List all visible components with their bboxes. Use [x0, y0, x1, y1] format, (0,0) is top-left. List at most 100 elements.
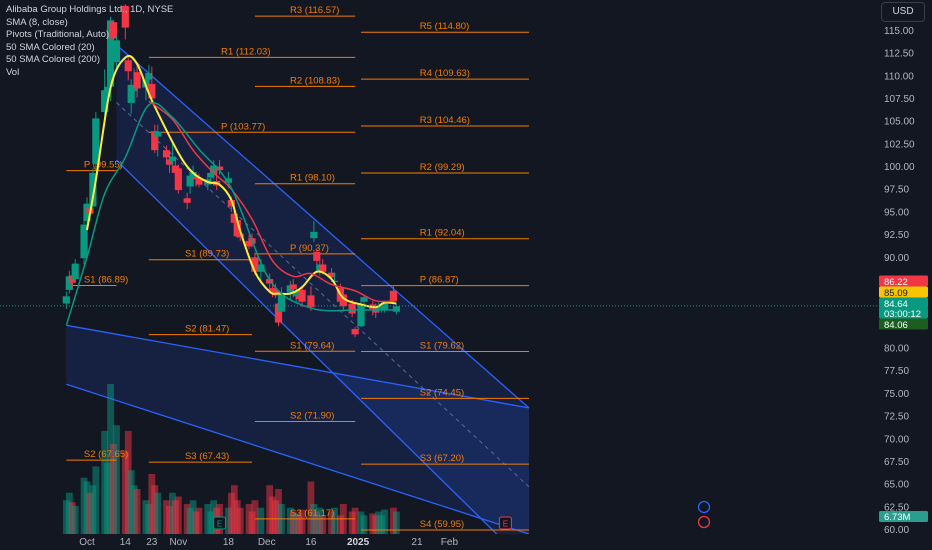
candle-body [271, 289, 280, 296]
time-tick-label: Dec [258, 537, 276, 548]
volume-bar [71, 505, 79, 534]
volume-badge-bg [879, 511, 928, 522]
candle-body [112, 40, 121, 63]
volume-bar [351, 507, 359, 534]
candle-body [174, 168, 182, 191]
pivot-label: R1 (112.03) [221, 46, 270, 57]
legend-title[interactable]: Alibaba Group Holdings Ltd., 1D, NYSE [6, 4, 174, 15]
pivot-label: R2 (99.29) [420, 162, 465, 173]
candle-body [251, 257, 259, 272]
candle-body [224, 178, 233, 183]
series-line-2 [65, 102, 397, 326]
candle-body [327, 272, 336, 278]
volume-bar [319, 515, 327, 534]
price-tick-label: 75.00 [884, 389, 909, 400]
downtrend-channel-mid [116, 102, 530, 488]
pivot-label: P (90.37) [290, 243, 329, 254]
pivot-label: R5 (114.80) [420, 21, 469, 32]
earnings-marker-box [498, 516, 512, 530]
candle-body [80, 224, 88, 259]
candle-body [71, 263, 79, 280]
volume-badge: 6.73M [879, 511, 928, 523]
price-tick-label: 72.50 [884, 412, 909, 423]
pivot-label: S3 (67.20) [420, 453, 464, 464]
add-event-icon [697, 500, 711, 514]
flash-event-icon [697, 515, 711, 529]
pivot-label: S2 (74.45) [420, 387, 464, 398]
candle-body [109, 22, 118, 39]
volume-bar [298, 509, 306, 534]
price-tick-label: 95.00 [884, 207, 909, 218]
legend-indicator-sma200[interactable]: 50 SMA Colored (200) [6, 54, 100, 65]
candle-body [257, 264, 265, 272]
legend-indicator-sma8[interactable]: SMA (8, close) [6, 16, 68, 28]
price-label-chip: 86.22 [879, 275, 928, 288]
earnings-marker-label: E [217, 520, 222, 529]
pivot-label: S2 (71.90) [290, 411, 334, 422]
candle-body [192, 177, 200, 180]
legend-indicator-sma20[interactable]: 50 SMA Colored (20) [6, 41, 95, 53]
price-label-bg [879, 297, 928, 309]
candle-body [319, 264, 327, 272]
pivot-label: P (86.87) [420, 275, 459, 286]
pivot-label: S1 (79.62) [420, 340, 464, 351]
candle-body [307, 295, 315, 308]
price-tick-label: 90.00 [884, 253, 909, 264]
pivot-label: S2 (67.65) [84, 449, 128, 460]
candle-body [233, 220, 241, 237]
volume-bar [236, 507, 244, 534]
wide-channel-lower [66, 383, 530, 534]
price-label-bg [879, 318, 928, 330]
candle-body [148, 83, 156, 99]
candle-body [189, 171, 197, 180]
candle-body [392, 306, 400, 312]
price-label-chip: 84.06 [879, 318, 928, 331]
candle-body [133, 72, 141, 89]
time-tick-label: Nov [169, 537, 187, 548]
pivot-label: S4 (59.95) [420, 519, 464, 530]
currency-button[interactable]: USD [881, 2, 925, 22]
candle-body [127, 84, 135, 103]
candle-body [298, 289, 306, 302]
candle-body [62, 296, 70, 304]
pivot-label: R3 (116.57) [290, 5, 339, 16]
candle-body [168, 156, 177, 162]
pivot-label: S1 (86.89) [84, 274, 128, 285]
downtrend-channel-lower [116, 159, 498, 534]
price-tick-label: 112.50 [884, 49, 914, 60]
legend-indicator-vol[interactable]: Vol [6, 66, 20, 78]
candle-body [289, 284, 297, 290]
candle-body [357, 304, 365, 327]
volume-bar [251, 500, 259, 534]
candle-body [215, 166, 224, 171]
candle-body [186, 175, 194, 187]
price-tick-label: 100.00 [884, 162, 915, 173]
time-tick-label: 18 [223, 537, 235, 548]
price-tick-label: 60.00 [884, 525, 909, 536]
time-axis-bg [0, 534, 878, 550]
pivot-label: S1 (79.64) [290, 340, 334, 351]
volume-bar [331, 507, 338, 534]
legend-indicator-pivots[interactable]: Pivots (Traditional, Auto) [6, 29, 110, 40]
candle-body [92, 118, 100, 164]
time-axis: Oct 14 23 Nov 18 Dec 16 2025 21 Feb [0, 534, 878, 550]
candle-body [389, 290, 398, 301]
pivot-label: S3 (67.43) [185, 451, 229, 462]
downtrend-channel-upper [116, 44, 530, 409]
time-tick-label: Feb [441, 537, 459, 548]
time-tick-label: 21 [411, 537, 423, 548]
earnings-marker: E [498, 516, 512, 530]
candle-body [195, 179, 203, 185]
candle-body [183, 198, 191, 203]
price-tick-label: 105.00 [884, 117, 915, 128]
candle-body [207, 172, 215, 178]
series-line-0 [86, 54, 397, 309]
price-label-chip: 85.09 [879, 286, 928, 299]
candle-body [65, 276, 73, 290]
pivot-label: R1 (98.10) [290, 173, 335, 184]
candle-body [101, 90, 109, 113]
price-tick-label: 67.50 [884, 457, 909, 468]
volume-badge-text: 6.73M [884, 512, 910, 523]
candle-body [145, 73, 153, 80]
